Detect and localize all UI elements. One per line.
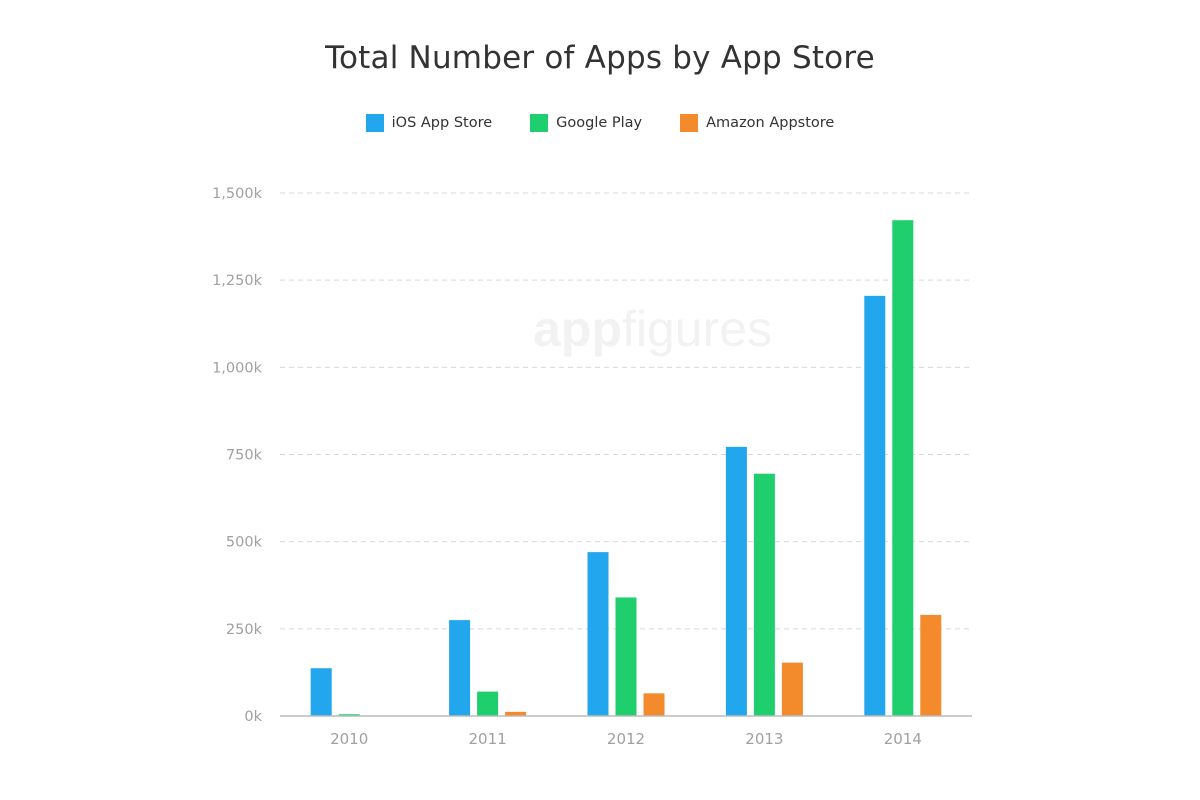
- bars: [310, 220, 942, 717]
- y-tick-label: 1,000k: [212, 360, 263, 376]
- legend-swatch-google-play: [530, 114, 549, 132]
- bar-ios-app-store-2013: [725, 446, 747, 716]
- legend-item-amazon: Amazon Appstore: [680, 114, 834, 132]
- x-axis: 2010 2011 2012 2013 2014: [330, 730, 922, 748]
- chart-title: Total Number of Apps by App Store: [325, 40, 875, 76]
- legend-label-amazon: Amazon Appstore: [706, 115, 835, 131]
- y-tick-label: 1,500k: [212, 186, 263, 202]
- legend-label-ios: iOS App Store: [391, 115, 493, 131]
- bar-google-play-2010: [338, 714, 360, 716]
- x-tick-label: 2011: [469, 730, 507, 748]
- watermark-figures: figures: [622, 301, 772, 357]
- legend-item-ios: iOS App Store: [365, 114, 493, 132]
- y-tick-label: 0k: [244, 709, 262, 725]
- legend: iOS App Store Google Play Amazon Appstor…: [0, 114, 1200, 132]
- legend-swatch-ios: [365, 114, 384, 132]
- bar-amazon-appstore-2012: [643, 693, 665, 716]
- bar-google-play-2011: [477, 691, 499, 716]
- x-tick-label: 2012: [607, 730, 645, 748]
- bar-amazon-appstore-2013: [781, 662, 803, 716]
- x-tick-label: 2014: [884, 730, 922, 748]
- y-tick-label: 250k: [226, 622, 263, 638]
- y-axis: 0k 250k 500k 750k 1,000k 1,250k 1,500k: [212, 186, 263, 725]
- bar-ios-app-store-2014: [864, 295, 886, 716]
- bar-google-play-2014: [892, 220, 914, 717]
- y-tick-label: 500k: [226, 535, 263, 551]
- bar-ios-app-store-2012: [587, 552, 609, 716]
- watermark-app: app: [533, 301, 622, 357]
- x-tick-label: 2013: [745, 730, 783, 748]
- x-tick-label: 2010: [330, 730, 368, 748]
- legend-swatch-amazon: [680, 114, 699, 132]
- legend-item-google-play: Google Play: [530, 114, 642, 132]
- bar-ios-app-store-2011: [449, 620, 471, 716]
- legend-label-google-play: Google Play: [556, 115, 643, 131]
- bar-google-play-2012: [615, 597, 637, 716]
- bar-ios-app-store-2010: [310, 668, 332, 716]
- y-tick-label: 750k: [226, 448, 263, 464]
- bar-amazon-appstore-2011: [505, 711, 527, 716]
- bar-google-play-2013: [753, 473, 775, 716]
- y-tick-label: 1,250k: [212, 273, 263, 289]
- bar-amazon-appstore-2014: [920, 614, 942, 716]
